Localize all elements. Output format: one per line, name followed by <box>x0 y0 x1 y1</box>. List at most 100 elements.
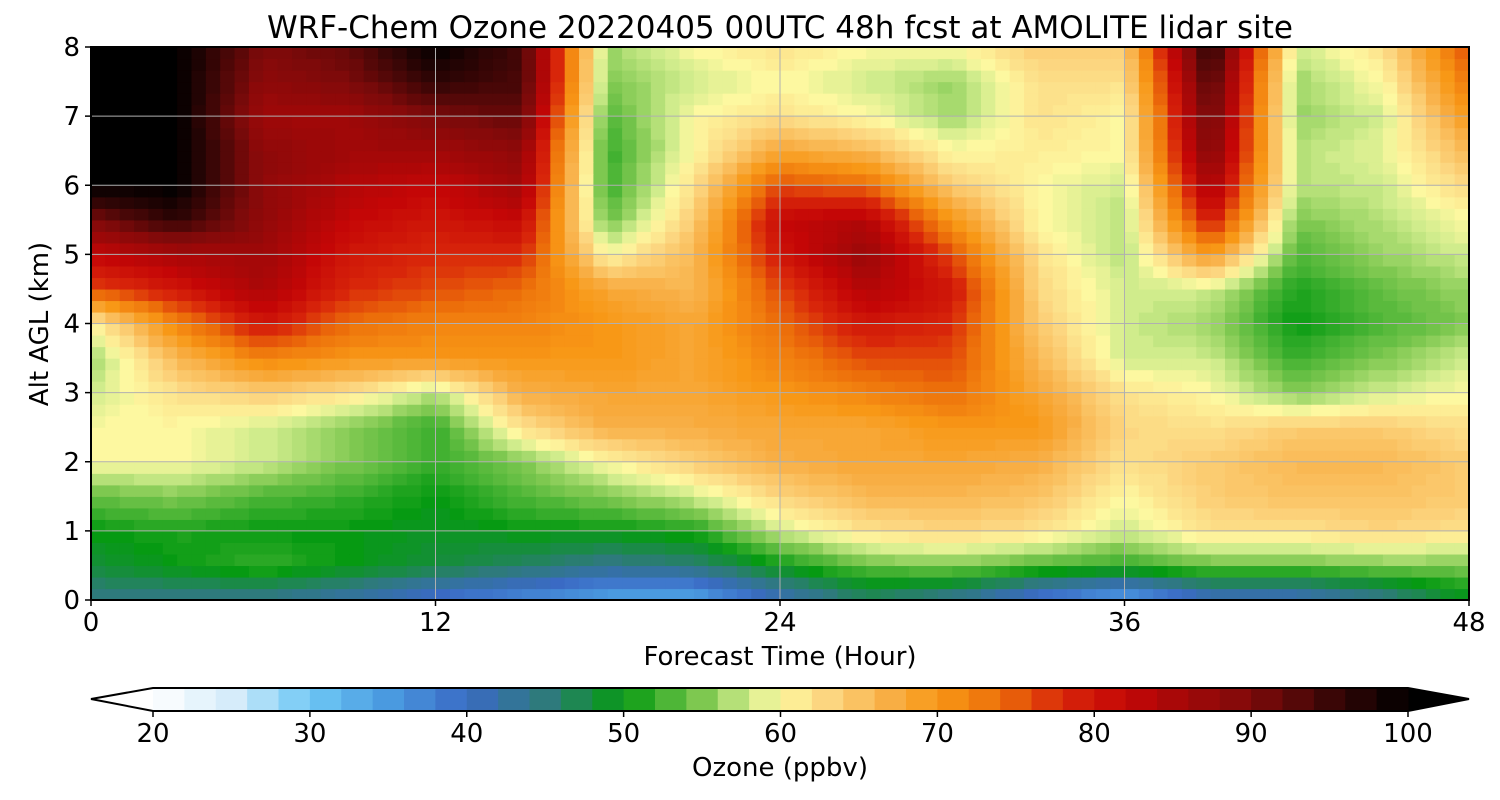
heatmap-cell <box>851 542 867 555</box>
heatmap-cell <box>866 300 882 313</box>
heatmap-cell <box>1425 473 1441 486</box>
heatmap-cell <box>909 162 925 175</box>
heatmap-cell <box>751 415 767 428</box>
heatmap-cell <box>1425 507 1441 520</box>
heatmap-cell <box>1339 311 1355 325</box>
heatmap-cell <box>1224 369 1240 382</box>
colorbar-swatch <box>466 688 499 711</box>
heatmap-cell <box>966 450 982 463</box>
heatmap-cell <box>119 162 135 175</box>
heatmap-cell <box>1397 346 1413 359</box>
heatmap-cell <box>1411 254 1427 267</box>
y-tick-label: 1 <box>63 517 80 547</box>
heatmap-cell <box>693 473 709 486</box>
heatmap-cell <box>91 277 106 290</box>
heatmap-cell <box>894 116 910 129</box>
heatmap-cell <box>1311 438 1327 451</box>
heatmap-cell <box>780 496 795 509</box>
heatmap-cell <box>722 104 738 117</box>
heatmap-cell <box>866 542 882 555</box>
heatmap-cell <box>1181 219 1197 232</box>
heatmap-cell <box>564 162 580 175</box>
heatmap-cell <box>636 185 652 198</box>
heatmap-cell <box>550 415 566 428</box>
heatmap-cell <box>1368 300 1384 313</box>
heatmap-cell <box>535 323 551 336</box>
heatmap-cell <box>708 381 724 394</box>
heatmap-cell <box>421 150 437 163</box>
heatmap-cell <box>1268 323 1283 336</box>
heatmap-cell <box>335 450 350 463</box>
heatmap-cell <box>722 265 738 279</box>
heatmap-cell <box>693 358 709 371</box>
heatmap-cell <box>1440 473 1456 486</box>
heatmap-cell <box>679 81 695 94</box>
heatmap-cell <box>736 58 752 71</box>
heatmap-cell <box>880 484 896 497</box>
heatmap-cell <box>535 358 551 371</box>
heatmap-cell <box>363 392 379 405</box>
heatmap-cell <box>1440 300 1456 313</box>
heatmap-cell <box>535 70 551 83</box>
heatmap-cell <box>650 415 666 428</box>
heatmap-cell <box>1268 70 1283 83</box>
heatmap-cell <box>1038 358 1054 371</box>
heatmap-cell <box>937 323 953 336</box>
heatmap-cell <box>421 415 437 428</box>
heatmap-cell <box>1354 415 1370 428</box>
heatmap-cell <box>1038 173 1054 186</box>
heatmap-cell <box>220 265 236 279</box>
heatmap-cell <box>894 265 910 279</box>
heatmap-cell <box>1268 162 1283 175</box>
heatmap-cell <box>478 542 494 555</box>
heatmap-cell <box>1009 542 1025 555</box>
heatmap-cell <box>335 93 350 106</box>
heatmap-cell <box>1052 346 1068 359</box>
heatmap-cell <box>894 242 910 255</box>
heatmap-cell <box>1038 588 1054 601</box>
heatmap-cell <box>1067 404 1083 417</box>
heatmap-cell <box>1325 392 1341 405</box>
heatmap-cell <box>837 288 853 302</box>
heatmap-cell <box>765 300 781 313</box>
heatmap-cell <box>392 58 408 71</box>
heatmap-cell <box>220 150 236 163</box>
heatmap-cell <box>866 392 882 405</box>
heatmap-cell <box>1038 70 1054 83</box>
heatmap-cell <box>1454 473 1470 486</box>
heatmap-cell <box>564 519 580 532</box>
heatmap-cell <box>1311 473 1327 486</box>
heatmap-cell <box>808 450 824 463</box>
heatmap-cell <box>335 542 350 555</box>
heatmap-cell <box>952 196 968 209</box>
y-tick-label: 2 <box>63 448 80 478</box>
heatmap-cell <box>162 335 178 348</box>
heatmap-cell <box>1153 288 1169 302</box>
heatmap-cell <box>1124 254 1140 267</box>
heatmap-cell <box>1440 484 1456 497</box>
heatmap-cell <box>1110 311 1126 325</box>
heatmap-cell <box>148 392 164 405</box>
heatmap-cell <box>248 208 264 221</box>
heatmap-cell <box>1253 346 1269 359</box>
heatmap-cell <box>220 277 236 290</box>
heatmap-cell <box>851 576 867 590</box>
heatmap-cell <box>248 127 264 140</box>
heatmap-cell <box>880 346 896 359</box>
heatmap-cell <box>1167 150 1183 163</box>
heatmap-cell <box>780 58 795 71</box>
heatmap-cell <box>1354 70 1370 83</box>
heatmap-cell <box>1052 277 1068 290</box>
heatmap-cell <box>693 335 709 348</box>
heatmap-cell <box>679 288 695 302</box>
heatmap-cell <box>1167 381 1183 394</box>
heatmap-cell <box>1296 231 1312 244</box>
heatmap-cell <box>205 219 221 232</box>
heatmap-cell <box>1167 70 1183 83</box>
heatmap-cell <box>794 461 810 474</box>
heatmap-cell <box>980 70 996 83</box>
heatmap-cell <box>349 208 365 221</box>
heatmap-cell <box>808 208 824 221</box>
heatmap-cell <box>794 173 810 186</box>
heatmap-cell <box>177 369 193 382</box>
